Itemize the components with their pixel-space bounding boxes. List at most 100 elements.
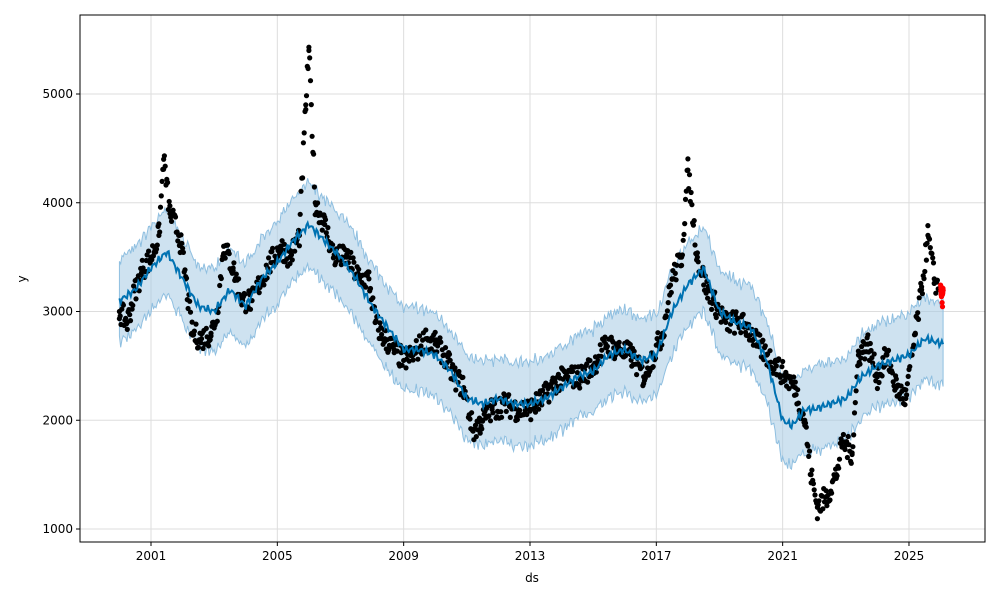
- actual-point: [747, 332, 753, 338]
- actual-point: [865, 341, 871, 347]
- actual-point: [912, 330, 918, 336]
- actual-point: [233, 271, 239, 277]
- actual-point: [307, 55, 313, 61]
- actual-point: [803, 424, 809, 430]
- actual-point: [709, 306, 715, 312]
- actual-point: [527, 406, 533, 412]
- actual-point: [570, 368, 576, 374]
- actual-point: [862, 356, 868, 362]
- uncertainty-interval: [118, 178, 944, 471]
- actual-point: [447, 357, 453, 363]
- actual-point: [322, 221, 328, 228]
- actual-point: [470, 428, 476, 434]
- actual-point: [193, 321, 199, 327]
- actual-point: [236, 276, 242, 282]
- actual-point: [270, 245, 276, 251]
- actual-point: [423, 327, 429, 333]
- actual-point: [350, 255, 356, 261]
- actual-point: [814, 504, 820, 510]
- actual-point: [694, 250, 701, 256]
- actual-point: [674, 262, 680, 268]
- actual-point: [930, 255, 936, 261]
- plot-frame: [79, 14, 986, 543]
- actual-point: [159, 178, 165, 184]
- actual-point: [581, 367, 588, 373]
- forecast-point: [939, 300, 945, 306]
- actual-point: [664, 314, 670, 320]
- actual-point: [893, 385, 899, 391]
- actual-point: [925, 223, 931, 229]
- actual-point: [503, 408, 509, 414]
- actual-point: [268, 259, 274, 266]
- actual-point: [915, 310, 921, 316]
- actual-point: [846, 442, 852, 448]
- actual-point: [634, 372, 640, 378]
- actual-point: [382, 328, 389, 334]
- actual-point: [189, 319, 195, 325]
- actual-point: [824, 503, 830, 509]
- actual-point: [300, 175, 306, 181]
- actual-point: [146, 248, 152, 254]
- actual-point: [203, 325, 209, 331]
- actual-point: [307, 78, 314, 84]
- actual-point: [868, 347, 874, 354]
- actual-point: [206, 343, 212, 349]
- actual-point: [727, 328, 733, 334]
- actual-point: [686, 172, 693, 178]
- actual-point: [760, 337, 766, 343]
- actual-point: [816, 498, 822, 504]
- actual-point: [319, 227, 325, 233]
- actual-point: [225, 242, 231, 248]
- actual-point: [655, 330, 661, 336]
- actual-point: [907, 364, 913, 370]
- x-tick-label: 2025: [894, 549, 925, 563]
- x-tick-label: 2001: [136, 549, 167, 563]
- actual-point: [783, 374, 789, 380]
- actual-point: [820, 506, 826, 512]
- actual-point: [672, 270, 678, 276]
- actual-point: [802, 417, 808, 423]
- actual-point: [735, 315, 741, 321]
- actual-point: [824, 493, 830, 499]
- actual-point: [356, 266, 362, 272]
- actual-point: [565, 374, 571, 380]
- actual-point: [472, 422, 479, 428]
- actual-point: [157, 204, 164, 210]
- actual-point: [924, 240, 930, 246]
- y-tick-label: 5000: [42, 87, 73, 101]
- actual-point: [616, 339, 622, 345]
- actual-point: [222, 255, 228, 261]
- actual-point: [903, 387, 909, 393]
- actual-point: [678, 254, 685, 260]
- actual-point: [667, 282, 674, 288]
- actual-point: [597, 342, 603, 348]
- actual-point: [116, 308, 123, 315]
- actual-point: [403, 365, 409, 371]
- actual-point: [189, 330, 195, 336]
- actual-point: [679, 262, 685, 268]
- axis-ticks: 2001 2005 2009 2013 2017 2021 2025 1000 2000 3000…: [42, 87, 924, 563]
- actual-point: [156, 221, 162, 227]
- actual-point: [848, 460, 854, 466]
- actual-point: [418, 343, 424, 349]
- actual-point: [681, 231, 687, 237]
- actual-point: [836, 456, 843, 462]
- actual-point: [432, 329, 438, 335]
- actual-point: [386, 347, 392, 353]
- actual-point: [363, 284, 369, 290]
- actual-point: [322, 217, 329, 223]
- actual-point: [631, 348, 637, 354]
- actual-point: [266, 255, 272, 261]
- actual-point: [603, 341, 609, 347]
- actual-point: [811, 487, 817, 493]
- actual-point: [786, 386, 792, 392]
- actual-point: [833, 472, 839, 478]
- actual-point: [161, 156, 167, 162]
- actual-point: [473, 434, 479, 440]
- x-tick-label: 2009: [388, 549, 419, 563]
- actual-point: [682, 196, 689, 202]
- actual-point: [479, 426, 485, 432]
- actual-point: [351, 259, 357, 265]
- actual-point: [865, 332, 871, 338]
- actual-point: [808, 472, 814, 478]
